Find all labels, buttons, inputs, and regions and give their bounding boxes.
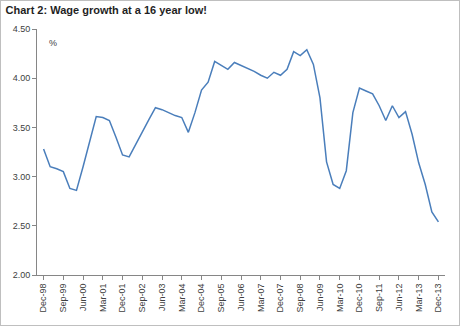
svg-text:Sep-99: Sep-99: [58, 284, 68, 313]
svg-text:Sep-05: Sep-05: [216, 284, 226, 313]
svg-text:Jun-06: Jun-06: [236, 284, 246, 312]
svg-text:Dec-13: Dec-13: [433, 284, 443, 313]
svg-text:Jun-03: Jun-03: [157, 284, 167, 312]
svg-text:3.50: 3.50: [13, 123, 31, 133]
svg-text:Mar-07: Mar-07: [256, 284, 266, 313]
svg-text:Dec-01: Dec-01: [117, 284, 127, 313]
svg-text:Dec-04: Dec-04: [196, 284, 206, 313]
svg-text:Dec-07: Dec-07: [275, 284, 285, 313]
svg-text:2.50: 2.50: [13, 221, 31, 231]
svg-text:3.00: 3.00: [13, 172, 31, 182]
svg-text:Mar-01: Mar-01: [98, 284, 108, 313]
svg-text:Jun-09: Jun-09: [315, 284, 325, 312]
svg-text:Dec-10: Dec-10: [354, 284, 364, 313]
svg-text:Sep-11: Sep-11: [374, 284, 384, 312]
svg-text:Sep-08: Sep-08: [295, 284, 305, 313]
svg-text:Jun-00: Jun-00: [78, 284, 88, 312]
svg-text:4.00: 4.00: [13, 73, 31, 83]
svg-text:2.00: 2.00: [13, 270, 31, 280]
svg-text:Sep-02: Sep-02: [137, 284, 147, 313]
svg-text:%: %: [49, 38, 57, 48]
svg-text:Dec-98: Dec-98: [39, 284, 49, 313]
svg-text:4.50: 4.50: [13, 24, 31, 34]
svg-text:Mar-10: Mar-10: [335, 284, 345, 313]
svg-text:Jun-12: Jun-12: [394, 284, 404, 312]
svg-text:Mar-13: Mar-13: [414, 284, 424, 313]
svg-text:Chart 2: Wage growth at a 16 y: Chart 2: Wage growth at a 16 year low!: [6, 4, 207, 16]
svg-text:Mar-04: Mar-04: [177, 284, 187, 313]
